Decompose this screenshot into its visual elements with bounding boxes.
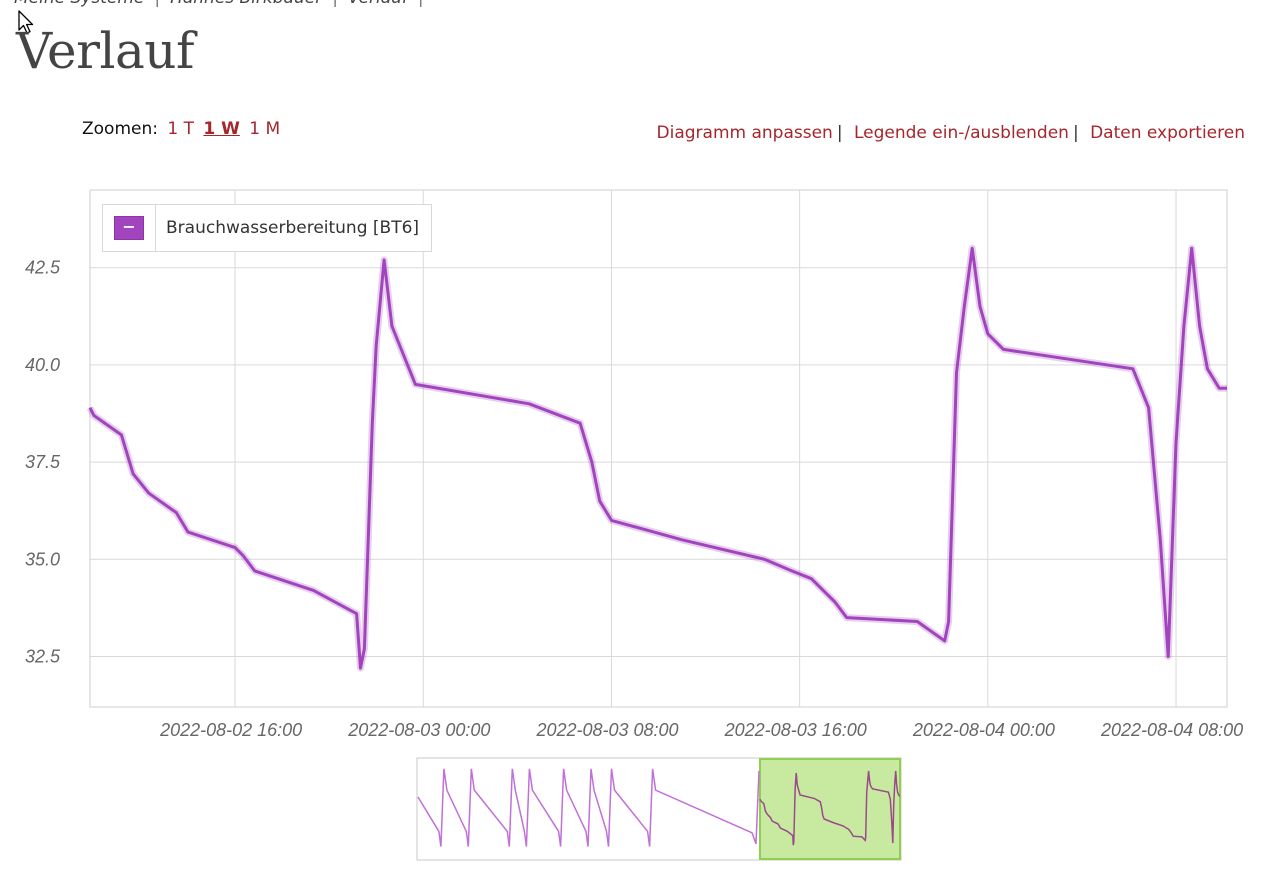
breadcrumb: Meine Systeme | Hannes Birkbauer | Verlauf |	[14, 0, 434, 8]
breadcrumb-separator: |	[154, 0, 160, 8]
navigator-selection-window[interactable]	[759, 758, 901, 860]
toggle-legend-link[interactable]: Legende ein-/ausblenden	[853, 123, 1069, 143]
actions-separator: |	[1072, 123, 1079, 143]
y-tick-label: 37.5	[25, 452, 61, 472]
y-tick-label: 42.5	[25, 258, 61, 278]
breadcrumb-separator: |	[418, 0, 424, 8]
actions-separator: |	[836, 123, 843, 143]
x-tick-label: 2022-08-02 16:00	[159, 720, 302, 740]
y-tick-label: 35.0	[25, 549, 60, 569]
zoom-option-day[interactable]: 1 T	[167, 119, 194, 139]
zoom-label: Zoomen:	[82, 119, 158, 139]
breadcrumb-separator: |	[332, 0, 338, 8]
x-tick-label: 2022-08-04 08:00	[1100, 720, 1243, 740]
navigator-selected-line	[759, 770, 900, 846]
zoom-option-week[interactable]: 1 W	[203, 119, 240, 139]
mouse-cursor-icon	[18, 10, 34, 34]
breadcrumb-item-current: Verlauf	[348, 0, 408, 8]
series-line-0	[88, 246, 1227, 670]
breadcrumb-item-systems[interactable]: Meine Systeme	[14, 0, 144, 8]
export-data-link[interactable]: Daten exportieren	[1090, 123, 1245, 143]
customize-chart-link[interactable]: Diagramm anpassen	[656, 123, 833, 143]
x-tick-label: 2022-08-04 00:00	[912, 720, 1055, 740]
chart-actions: Diagramm anpassen | Legende ein-/ausblend…	[645, 119, 1245, 148]
legend-series-label: Brauchwasserbereitung [BT6]	[166, 218, 420, 238]
page-title: Verlauf	[16, 22, 195, 80]
history-chart[interactable]: 2022-08-02 16:00 2022-08-03 00:00 2022-08-…	[0, 180, 1280, 740]
zoom-bar: Zoomen: 1 T 1 W 1 M	[82, 119, 280, 139]
y-tick-label: 32.5	[25, 646, 61, 666]
navigator-history-line	[417, 768, 760, 847]
breadcrumb-item-user[interactable]: Hannes Birkbauer	[170, 0, 322, 8]
zoom-option-month[interactable]: 1 M	[249, 119, 281, 139]
y-tick-label: 40.0	[25, 355, 60, 375]
legend-toggle-button[interactable]: −	[103, 205, 156, 251]
chart-legend: − Brauchwasserbereitung [BT6]	[102, 204, 433, 252]
x-tick-label: 2022-08-03 00:00	[347, 720, 490, 740]
legend-collapse-icon: −	[114, 216, 144, 240]
time-navigator[interactable]	[416, 757, 904, 863]
x-tick-label: 2022-08-03 16:00	[724, 720, 867, 740]
x-tick-label: 2022-08-03 08:00	[535, 720, 678, 740]
plot-area	[89, 189, 1228, 708]
